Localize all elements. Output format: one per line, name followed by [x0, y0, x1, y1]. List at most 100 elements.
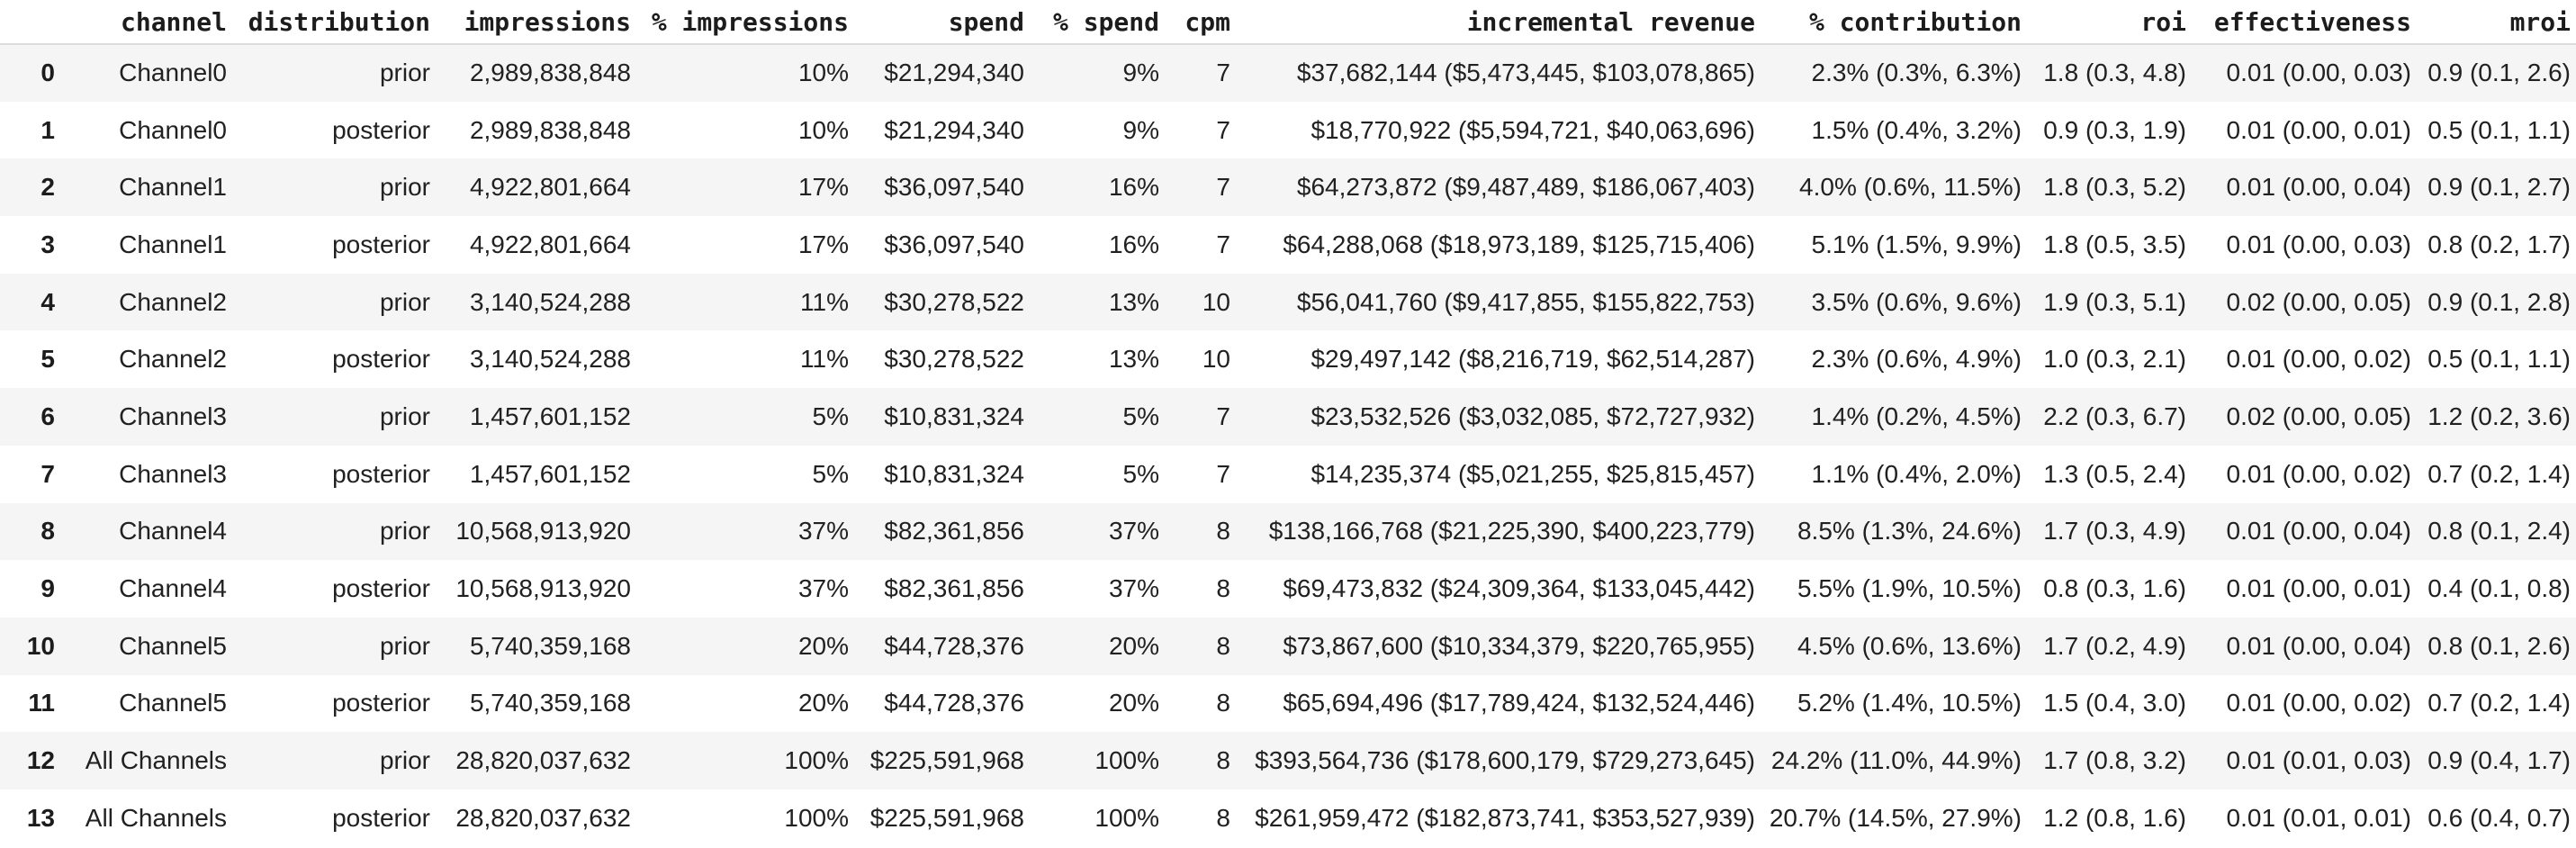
cell-impressions: 5,740,359,168 [469, 689, 631, 717]
cell-mroi: 0.5 (0.1, 1.1) [2427, 345, 2571, 374]
cell-roi: 1.8 (0.3, 5.2) [2043, 173, 2186, 202]
table-row: 0 Channel0 prior 2,989,838,848 10% $21,294,34… [0, 44, 2576, 102]
row-index: 11 [28, 689, 55, 717]
cell-distribution: prior [379, 59, 430, 87]
cell-channel: Channel0 [119, 115, 227, 144]
table-row: 9 Channel4 posterior 10,568,913,920 37% $82,3… [0, 560, 2576, 618]
cell-spend: $30,278,522 [884, 287, 1024, 316]
cell-mroi: 0.7 (0.2, 1.4) [2427, 459, 2571, 488]
cell-channel: Channel5 [119, 631, 227, 660]
col-header-pct-impressions: % impressions [631, 0, 849, 45]
cell-cpm: 8 [1216, 746, 1230, 775]
cell-impressions: 5,740,359,168 [469, 631, 631, 660]
cell-effectiveness: 0.01 (0.00, 0.01) [2226, 115, 2411, 144]
cell-pct-impressions: 17% [797, 230, 849, 258]
cell-impressions: 28,820,037,632 [455, 803, 631, 832]
cell-roi: 1.7 (0.3, 4.9) [2043, 517, 2186, 546]
cell-pct-contribution: 4.0% (0.6%, 11.5%) [1799, 173, 2022, 202]
cell-pct-spend: 13% [1108, 345, 1159, 374]
row-index: 1 [41, 115, 55, 144]
table-body: 0 Channel0 prior 2,989,838,848 10% $21,294,34… [0, 44, 2576, 847]
cell-pct-impressions: 11% [800, 345, 849, 374]
row-index: 10 [26, 631, 55, 660]
cell-pct-contribution: 5.1% (1.5%, 9.9%) [1811, 230, 2022, 258]
cell-cpm: 7 [1216, 401, 1230, 430]
col-header-mroi: mroi [2411, 0, 2576, 45]
cell-incremental-revenue: $393,564,736 ($178,600,179, $729,273,645… [1255, 746, 1755, 775]
cell-impressions: 2,989,838,848 [469, 115, 631, 144]
cell-pct-impressions: 5% [812, 459, 849, 488]
cell-mroi: 0.6 (0.4, 0.7) [2427, 803, 2571, 832]
row-index: 3 [41, 230, 55, 258]
row-index: 6 [41, 401, 55, 430]
cell-pct-impressions: 100% [784, 803, 849, 832]
cell-spend: $36,097,540 [884, 230, 1024, 258]
cell-spend: $225,591,968 [869, 803, 1024, 832]
cell-channel: Channel3 [119, 401, 227, 430]
cell-pct-contribution: 2.3% (0.6%, 4.9%) [1811, 345, 2022, 374]
table-row: 2 Channel1 prior 4,922,801,664 17% $36,097,54… [0, 158, 2576, 217]
cell-spend: $21,294,340 [884, 59, 1024, 87]
cell-mroi: 0.4 (0.1, 0.8) [2427, 574, 2571, 603]
cell-effectiveness: 0.01 (0.00, 0.04) [2226, 517, 2411, 546]
col-header-impressions: impressions [430, 0, 631, 45]
cell-cpm: 8 [1216, 517, 1230, 546]
cell-cpm: 7 [1216, 59, 1230, 87]
cell-incremental-revenue: $69,473,832 ($24,309,364, $133,045,442) [1283, 574, 1755, 603]
cell-distribution: posterior [332, 115, 430, 144]
cell-pct-impressions: 5% [812, 401, 849, 430]
cell-cpm: 10 [1202, 345, 1230, 374]
cell-roi: 1.3 (0.5, 2.4) [2043, 459, 2186, 488]
cell-pct-spend: 100% [1094, 746, 1159, 775]
cell-roi: 0.8 (0.3, 1.6) [2043, 574, 2186, 603]
cell-mroi: 0.8 (0.2, 1.7) [2427, 230, 2571, 258]
table-row: 1 Channel0 posterior 2,989,838,848 10% $21,29… [0, 102, 2576, 159]
cell-effectiveness: 0.01 (0.00, 0.01) [2226, 574, 2411, 603]
table-row: 6 Channel3 prior 1,457,601,152 5% $10,831,324… [0, 388, 2576, 446]
cell-effectiveness: 0.01 (0.00, 0.03) [2226, 230, 2411, 258]
table-row: 3 Channel1 posterior 4,922,801,664 17% $36,09… [0, 216, 2576, 274]
cell-distribution: posterior [332, 345, 430, 374]
cell-incremental-revenue: $14,235,374 ($5,021,255, $25,815,457) [1311, 459, 1755, 488]
cell-channel: Channel5 [119, 689, 227, 717]
cell-pct-impressions: 37% [797, 517, 849, 546]
cell-channel: Channel4 [119, 574, 227, 603]
cell-incremental-revenue: $65,694,496 ($17,789,424, $132,524,446) [1283, 689, 1755, 717]
cell-pct-spend: 13% [1108, 287, 1159, 316]
cell-channel: Channel1 [119, 173, 227, 202]
cell-pct-contribution: 5.5% (1.9%, 10.5%) [1797, 574, 2022, 603]
cell-cpm: 7 [1216, 173, 1230, 202]
cell-pct-contribution: 1.4% (0.2%, 4.5%) [1811, 401, 2022, 430]
cell-roi: 1.9 (0.3, 5.1) [2043, 287, 2186, 316]
cell-cpm: 8 [1216, 803, 1230, 832]
cell-roi: 1.7 (0.2, 4.9) [2043, 631, 2186, 660]
cell-pct-contribution: 8.5% (1.3%, 24.6%) [1797, 517, 2022, 546]
cell-roi: 2.2 (0.3, 6.7) [2043, 401, 2186, 430]
cell-channel: Channel1 [119, 230, 227, 258]
row-index: 12 [26, 746, 55, 775]
table-row: 8 Channel4 prior 10,568,913,920 37% $82,361,8… [0, 502, 2576, 561]
cell-mroi: 0.9 (0.1, 2.7) [2427, 173, 2571, 202]
table-row: 10 Channel5 prior 5,740,359,168 20% $44,728,3… [0, 617, 2576, 675]
cell-pct-contribution: 2.3% (0.3%, 6.3%) [1811, 59, 2022, 87]
cell-distribution: prior [379, 631, 430, 660]
cell-pct-impressions: 11% [800, 287, 849, 316]
row-index: 5 [41, 345, 55, 374]
cell-spend: $44,728,376 [884, 689, 1024, 717]
cell-pct-impressions: 37% [797, 574, 849, 603]
cell-incremental-revenue: $73,867,600 ($10,334,379, $220,765,955) [1283, 631, 1755, 660]
cell-pct-contribution: 3.5% (0.6%, 9.6%) [1811, 287, 2022, 316]
cell-distribution: posterior [332, 803, 430, 832]
cell-pct-contribution: 24.2% (11.0%, 44.9%) [1770, 746, 2022, 775]
cell-incremental-revenue: $18,770,922 ($5,594,721, $40,063,696) [1311, 115, 1755, 144]
cell-pct-contribution: 5.2% (1.4%, 10.5%) [1797, 689, 2022, 717]
cell-pct-impressions: 20% [797, 689, 849, 717]
cell-spend: $36,097,540 [884, 173, 1024, 202]
cell-mroi: 0.9 (0.4, 1.7) [2427, 746, 2571, 775]
col-header-cpm: cpm [1159, 0, 1230, 45]
row-index: 2 [41, 173, 55, 202]
cell-incremental-revenue: $64,273,872 ($9,487,489, $186,067,403) [1296, 173, 1755, 202]
cell-channel: All Channels [85, 746, 227, 775]
cell-spend: $82,361,856 [884, 574, 1024, 603]
